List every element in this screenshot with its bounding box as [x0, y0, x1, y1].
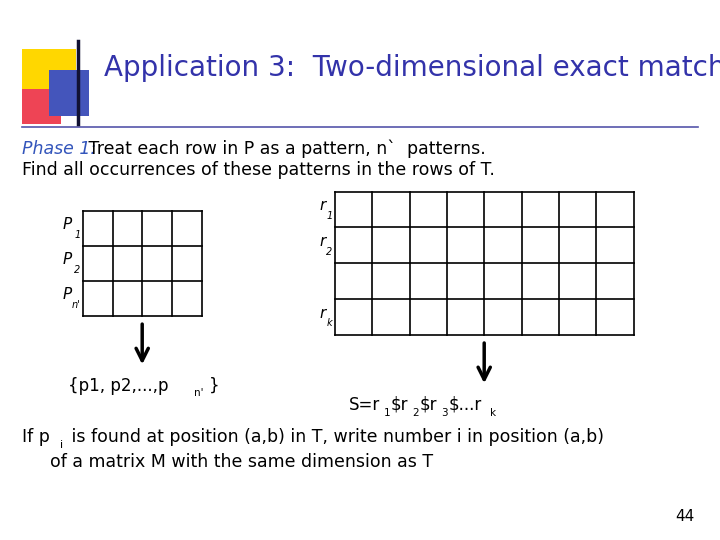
Text: $...r: $...r — [449, 396, 482, 414]
Text: k: k — [327, 319, 333, 328]
Text: $r: $r — [420, 396, 437, 414]
Text: 2: 2 — [326, 247, 333, 257]
Text: 44: 44 — [675, 509, 695, 524]
Text: k: k — [490, 408, 496, 417]
Text: of a matrix M with the same dimension as T: of a matrix M with the same dimension as… — [50, 453, 433, 471]
Text: 1: 1 — [326, 211, 333, 221]
Text: 2: 2 — [413, 408, 419, 417]
Text: Find all occurrences of these patterns in the rows of T.: Find all occurrences of these patterns i… — [22, 161, 495, 179]
Text: r: r — [320, 198, 326, 213]
Text: 3: 3 — [441, 408, 448, 417]
Bar — [49, 70, 89, 116]
Text: n': n' — [194, 388, 204, 398]
Text: r: r — [320, 306, 326, 321]
Text: P: P — [63, 252, 72, 267]
Text: Treat each row in P as a pattern, n`  patterns.: Treat each row in P as a pattern, n` pat… — [83, 139, 485, 158]
Text: r: r — [320, 234, 326, 249]
Text: $r: $r — [391, 396, 408, 414]
Text: n': n' — [72, 300, 81, 310]
Text: i: i — [60, 441, 63, 450]
Text: }: } — [209, 377, 220, 395]
Text: P: P — [63, 287, 72, 302]
Bar — [22, 49, 76, 89]
Text: is found at position (a,b) in T, write number i in position (a,b): is found at position (a,b) in T, write n… — [66, 428, 604, 447]
Text: Application 3:  Two-dimensional exact matching: Application 3: Two-dimensional exact mat… — [104, 53, 720, 82]
Text: 1: 1 — [384, 408, 390, 417]
Bar — [22, 89, 61, 124]
Text: 1: 1 — [74, 230, 81, 240]
Text: S=r: S=r — [349, 396, 380, 414]
Text: Phase 1:: Phase 1: — [22, 139, 96, 158]
Text: {p1, p2,...,p: {p1, p2,...,p — [68, 377, 169, 395]
Text: If p: If p — [22, 428, 50, 447]
Text: P: P — [63, 217, 72, 232]
Text: 2: 2 — [74, 265, 81, 275]
